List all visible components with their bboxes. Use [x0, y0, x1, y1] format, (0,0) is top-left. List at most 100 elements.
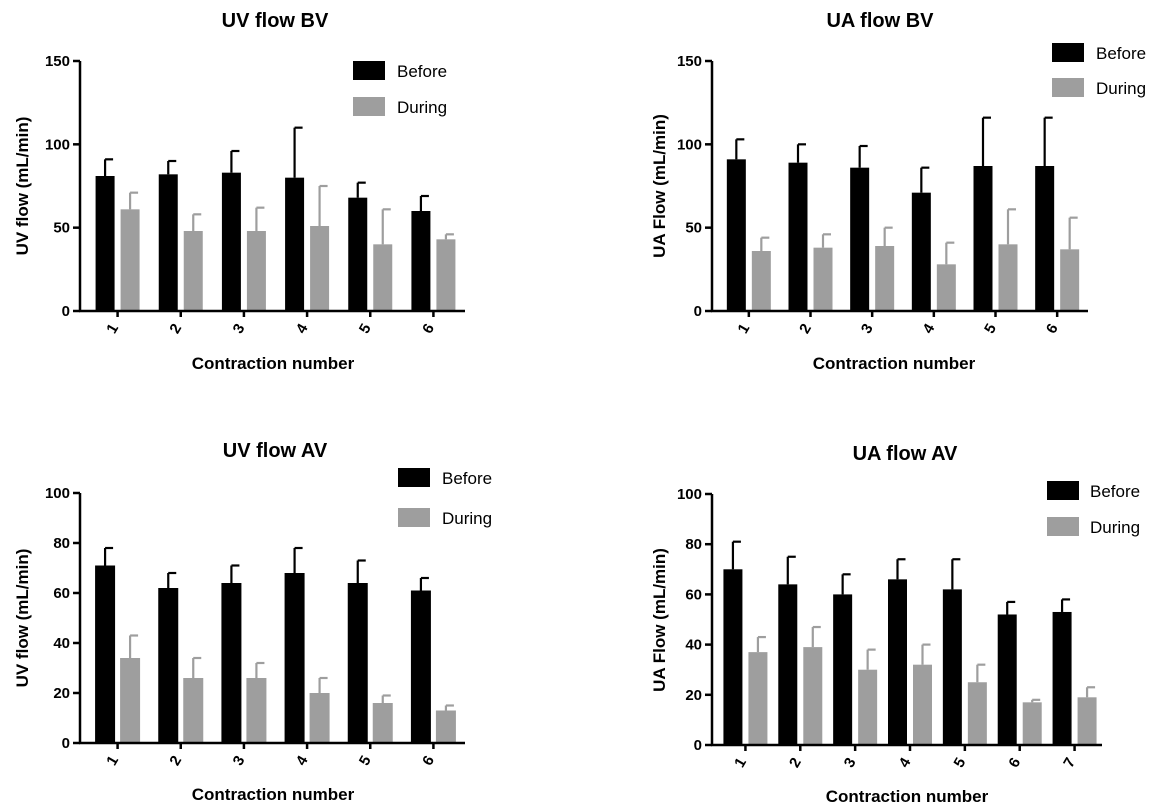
legend-swatch-before	[1047, 481, 1079, 500]
y-tick-label: 20	[53, 685, 70, 702]
legend-swatch-during	[398, 508, 430, 527]
x-tick-label: 4	[293, 320, 312, 336]
plot-area: 1 2 3 4 5 6 0 50 100 150	[45, 53, 465, 337]
chart-panel-uv-flow-av: UV flow AV UV flow (mL/min) Contraction …	[13, 440, 492, 804]
bar-before-4	[911, 192, 931, 311]
bar-during-4	[310, 226, 330, 311]
y-axis-label: UA Flow (mL/min)	[650, 114, 669, 258]
legend-label-before: Before	[442, 469, 492, 488]
x-tick-label: 2	[166, 321, 185, 337]
x-axis-label: Contraction number	[813, 354, 976, 373]
bar-during-3	[858, 669, 878, 745]
x-tick-label: 1	[731, 755, 750, 771]
x-tick-label: 1	[103, 753, 122, 769]
bar-before-5	[942, 589, 962, 745]
bar-before-3	[850, 167, 870, 311]
x-tick-label: 7	[1060, 755, 1079, 771]
bar-before-2	[778, 584, 798, 745]
bar-during-2	[803, 647, 823, 745]
y-tick-label: 20	[685, 687, 702, 704]
y-tick-label: 40	[53, 635, 70, 652]
bar-before-5	[347, 583, 368, 743]
bar-during-1	[748, 652, 768, 745]
y-tick-label: 80	[685, 536, 702, 553]
bar-before-1	[723, 569, 743, 745]
x-tick-label: 5	[951, 755, 970, 771]
y-tick-label: 50	[685, 220, 702, 237]
legend-label-during: During	[1096, 79, 1146, 98]
x-axis-label: Contraction number	[192, 354, 355, 373]
y-tick-label: 100	[45, 485, 70, 502]
legend: Before During	[353, 61, 447, 117]
x-tick-label: 2	[796, 321, 815, 337]
legend-label-before: Before	[1090, 482, 1140, 501]
legend-swatch-during	[353, 97, 385, 116]
y-tick-label: 0	[694, 303, 702, 320]
y-axis-label: UA Flow (mL/min)	[650, 548, 669, 692]
bar-before-5	[973, 166, 993, 311]
x-tick-label: 3	[841, 755, 860, 771]
y-tick-label: 60	[53, 585, 70, 602]
bar-before-2	[788, 162, 808, 311]
x-tick-label: 3	[858, 321, 877, 337]
bar-before-4	[888, 579, 907, 745]
bar-before-5	[348, 197, 368, 311]
bar-during-1	[751, 251, 771, 311]
x-tick-label: 6	[419, 321, 438, 337]
bar-before-6	[411, 211, 431, 311]
x-axis-label: Contraction number	[826, 787, 989, 806]
y-tick-label: 0	[694, 737, 702, 754]
y-tick-label: 100	[677, 486, 702, 503]
bar-during-4	[936, 264, 956, 311]
legend-swatch-before	[398, 468, 430, 487]
bar-during-5	[998, 244, 1018, 311]
x-tick-label: 1	[734, 321, 753, 337]
legend-label-during: During	[442, 509, 492, 528]
y-tick-label: 100	[677, 136, 702, 153]
x-tick-label: 5	[356, 321, 375, 337]
x-tick-label: 5	[981, 321, 1000, 337]
legend-label-during: During	[1090, 518, 1140, 537]
legend: Before During	[1052, 43, 1146, 98]
legend-label-during: During	[397, 98, 447, 117]
x-tick-label: 6	[1005, 755, 1024, 771]
y-tick-label: 100	[45, 136, 70, 153]
plot-area: 1 2 3 4 5 6 7 0 20 40 60 80 100	[677, 486, 1102, 771]
y-tick-label: 80	[53, 535, 70, 552]
legend: Before During	[398, 468, 492, 528]
legend-label-before: Before	[1096, 44, 1146, 63]
bar-during-1	[120, 658, 141, 743]
bar-during-1	[120, 209, 140, 311]
bar-before-6	[1035, 166, 1055, 311]
y-tick-label: 60	[685, 586, 702, 603]
bar-during-5	[967, 682, 987, 745]
bar-before-3	[833, 594, 853, 745]
x-tick-label: 6	[419, 753, 438, 769]
chart-panel-uv-flow-bv: UV flow BV UV flow (mL/min) Contraction …	[13, 10, 465, 373]
chart-title: UV flow AV	[223, 440, 328, 462]
chart-panel-ua-flow-av: UA flow AV UA Flow (mL/min) Contraction …	[650, 443, 1140, 806]
x-axis-label: Contraction number	[192, 785, 355, 804]
x-tick-label: 3	[230, 321, 249, 337]
x-tick-label: 3	[230, 753, 249, 769]
bar-during-4	[309, 693, 330, 743]
bar-during-2	[813, 247, 833, 311]
bar-during-6	[436, 239, 456, 311]
bar-before-3	[221, 172, 241, 311]
x-tick-label: 5	[356, 753, 375, 769]
legend-label-before: Before	[397, 62, 447, 81]
x-tick-label: 1	[103, 321, 122, 337]
bar-during-3	[875, 246, 895, 311]
bar-during-5	[372, 703, 393, 743]
bar-before-7	[1052, 611, 1072, 745]
y-tick-label: 40	[685, 637, 702, 654]
bar-during-3	[246, 231, 266, 311]
chart-panel-ua-flow-bv: UA flow BV UA Flow (mL/min) Contraction …	[650, 10, 1146, 373]
y-tick-label: 150	[677, 53, 702, 70]
bar-before-2	[158, 174, 178, 311]
bar-before-1	[95, 176, 115, 311]
x-tick-label: 4	[293, 752, 312, 768]
y-tick-label: 0	[62, 735, 70, 752]
